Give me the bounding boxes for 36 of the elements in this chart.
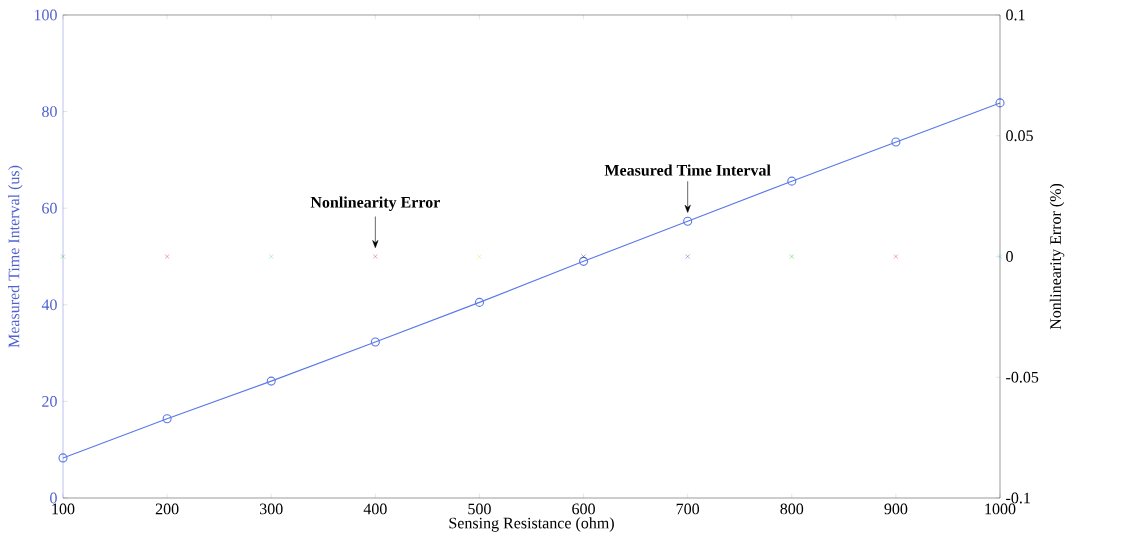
point xyxy=(162,414,172,424)
x-tick-label: 300 xyxy=(259,503,283,515)
y-tick-label: 0 xyxy=(50,492,57,504)
y2-tick-label: 0.05 xyxy=(1006,130,1033,142)
y-tick-label: 40 xyxy=(41,299,57,311)
point xyxy=(579,256,589,266)
y2-tick-label: 0 xyxy=(1006,251,1013,262)
annotation: Measured Time Interval xyxy=(604,164,771,176)
x-tick-label: 600 xyxy=(572,503,595,515)
y2-tick-label: -0.1 xyxy=(1006,492,1030,504)
y2-tick-label: 0.1 xyxy=(1006,9,1025,21)
point xyxy=(370,337,380,347)
point xyxy=(58,453,68,463)
x-tick-label: 700 xyxy=(676,503,700,515)
x-tick-label: 500 xyxy=(468,503,491,515)
annotation: Nonlinearity Error xyxy=(310,196,440,211)
y2-axis-title: Nonlinearity Error (%) xyxy=(1049,183,1065,330)
y-tick-label: 60 xyxy=(42,202,57,214)
x-axis-title: Sensing Resistance (ohm) xyxy=(449,517,614,532)
point xyxy=(995,98,1005,108)
y2-tick-label: -0.05 xyxy=(1006,371,1039,383)
x-tick-label: 100 xyxy=(52,503,75,515)
point xyxy=(266,376,276,386)
x-tick-label: 200 xyxy=(155,503,179,515)
point xyxy=(683,216,693,226)
point xyxy=(474,297,484,307)
x-tick-label: 1000 xyxy=(985,503,1016,515)
point xyxy=(891,137,901,147)
y-axis-title: Measured Time Interval (us) xyxy=(8,165,23,348)
y-tick-label: 100 xyxy=(34,9,57,21)
y-tick-label: 20 xyxy=(42,396,57,407)
y-tick-label: 80 xyxy=(42,106,57,117)
x-tick-label: 900 xyxy=(884,503,908,515)
x-tick-label: 400 xyxy=(363,503,387,515)
x-tick-label: 800 xyxy=(780,503,804,515)
point xyxy=(787,176,797,186)
